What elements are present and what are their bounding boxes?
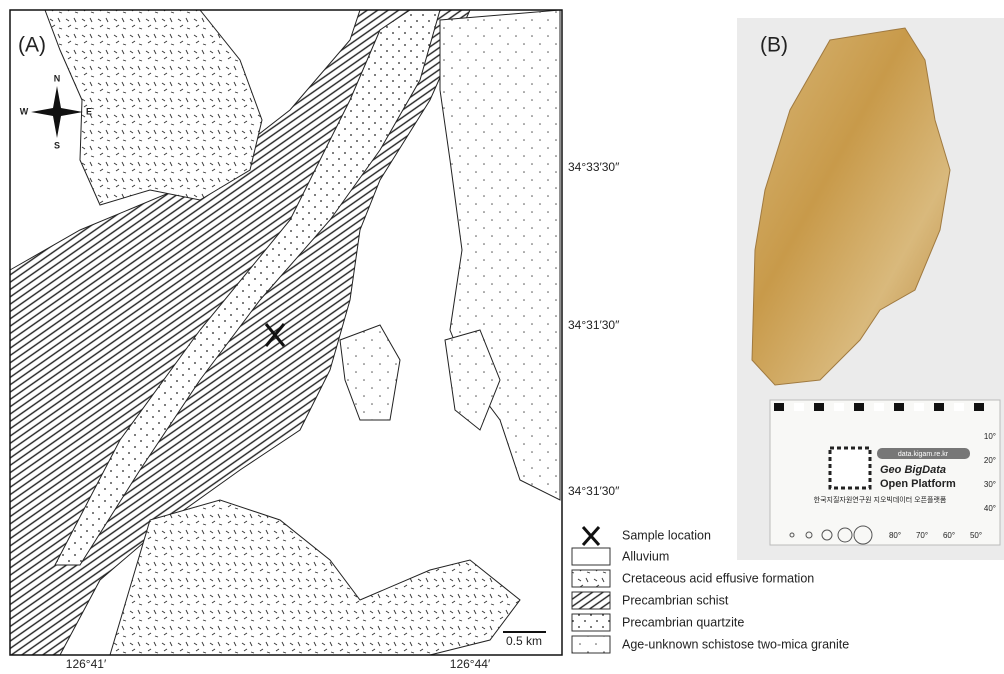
legend-label: Age-unknown schistose two-mica granite xyxy=(622,637,849,651)
legend-swatch xyxy=(572,548,610,565)
longitude-label: 126°44′ xyxy=(450,657,491,671)
angle-label: 40° xyxy=(984,504,996,513)
compass-w: W xyxy=(20,106,29,116)
angle-label: 20° xyxy=(984,456,996,465)
card-brand: Open Platform xyxy=(880,478,956,490)
angle-label: 10° xyxy=(984,432,996,441)
card-url: data.kigam.re.kr xyxy=(898,451,949,458)
ruler-block xyxy=(794,403,804,411)
panel-label: (B) xyxy=(760,34,788,57)
angle-label: 30° xyxy=(984,480,996,489)
compass-s: S xyxy=(54,140,60,150)
latitude-label: 34°31′30″ xyxy=(568,318,620,332)
ruler-block xyxy=(814,403,824,411)
ruler-block xyxy=(914,403,924,411)
latitude-label: 34°31′30″ xyxy=(568,484,620,498)
angle-label: 70° xyxy=(916,531,928,540)
legend-swatch xyxy=(572,614,610,631)
ruler-block xyxy=(954,403,964,411)
legend-swatch xyxy=(572,636,610,653)
legend-swatch xyxy=(572,570,610,587)
ruler-block xyxy=(854,403,864,411)
ruler-block xyxy=(894,403,904,411)
legend-label: Precambrian schist xyxy=(622,593,729,607)
legend-label: Precambrian quartzite xyxy=(622,615,744,629)
longitude-label: 126°41′ xyxy=(66,657,107,671)
legend-swatch xyxy=(572,592,610,609)
ruler-block xyxy=(834,403,844,411)
figure: N S E W 0.5 km (A) 34°33′30″ 34°31′30″ 3… xyxy=(0,0,1004,674)
angle-label: 60° xyxy=(943,531,955,540)
latitude-label: 34°33′30″ xyxy=(568,160,620,174)
compass-e: E xyxy=(86,106,92,116)
legend-label: Alluvium xyxy=(622,549,669,563)
ruler-block xyxy=(774,403,784,411)
scale-label: 0.5 km xyxy=(506,634,542,648)
geologic-map: N S E W 0.5 km (A) xyxy=(10,10,562,655)
angle-label: 80° xyxy=(889,531,901,540)
specimen-photo: 10° 20° 30° 40° 80° 70° 60° 50° data.kigam.re.k… xyxy=(737,18,1004,560)
compass-n: N xyxy=(54,73,61,83)
card-org: 한국지질자원연구원 지오빅데이터 오픈플랫폼 xyxy=(814,495,947,504)
page: N S E W 0.5 km (A) 34°33′30″ 34°31′30″ 3… xyxy=(0,0,1004,674)
panel-label: (A) xyxy=(18,34,46,57)
ruler-block xyxy=(874,403,884,411)
ruler-block xyxy=(974,403,984,411)
angle-label: 50° xyxy=(970,531,982,540)
legend-label: Cretaceous acid effusive formation xyxy=(622,571,814,585)
ruler-block xyxy=(934,403,944,411)
legend-icon xyxy=(583,527,599,545)
legend-label: Sample location xyxy=(622,528,711,542)
qr-code xyxy=(830,448,870,488)
card-brand: Geo BigData xyxy=(880,464,946,476)
